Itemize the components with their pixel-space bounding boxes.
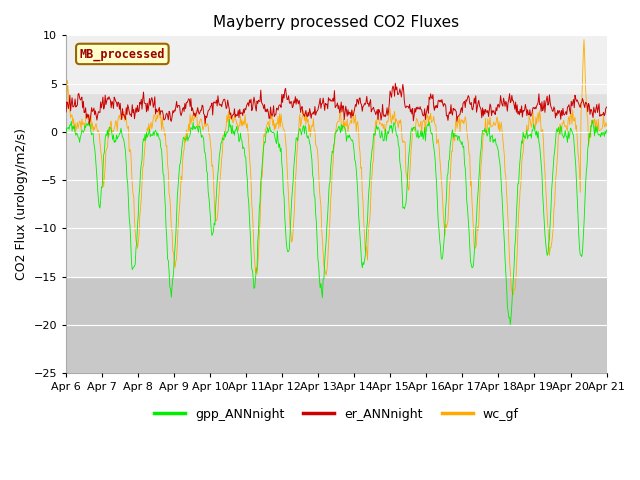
- gpp_ANNnight: [603, 127, 611, 133]
- er_ANNnight: [129, 102, 136, 108]
- er_ANNnight: [603, 104, 611, 110]
- Bar: [66, 36, 607, 93]
- gpp_ANNnight: [211, 222, 219, 228]
- Bar: [66, 276, 607, 373]
- er_ANNnight: [419, 113, 427, 119]
- gpp_ANNnight: [62, 131, 70, 136]
- er_ANNnight: [62, 109, 70, 115]
- gpp_ANNnight: [182, 136, 190, 142]
- er_ANNnight: [212, 100, 220, 106]
- Line: wc_gf: wc_gf: [66, 39, 607, 295]
- wc_gf: [211, 212, 219, 217]
- Text: MB_processed: MB_processed: [79, 47, 165, 60]
- gpp_ANNnight: [72, 132, 80, 138]
- gpp_ANNnight: [506, 322, 514, 327]
- Bar: [66, 93, 607, 276]
- er_ANNnight: [183, 100, 191, 106]
- gpp_ANNnight: [225, 117, 233, 122]
- wc_gf: [418, 131, 426, 137]
- Legend: gpp_ANNnight, er_ANNnight, wc_gf: gpp_ANNnight, er_ANNnight, wc_gf: [148, 403, 524, 426]
- wc_gf: [509, 292, 517, 298]
- er_ANNnight: [72, 104, 80, 110]
- Line: er_ANNnight: er_ANNnight: [66, 84, 607, 124]
- Y-axis label: CO2 Flux (urology/m2/s): CO2 Flux (urology/m2/s): [15, 128, 28, 280]
- er_ANNnight: [392, 81, 399, 86]
- wc_gf: [127, 166, 135, 172]
- wc_gf: [402, 169, 410, 175]
- gpp_ANNnight: [403, 193, 410, 199]
- gpp_ANNnight: [419, 129, 426, 134]
- wc_gf: [580, 36, 588, 42]
- wc_gf: [72, 128, 80, 133]
- Title: Mayberry processed CO2 Fluxes: Mayberry processed CO2 Fluxes: [213, 15, 460, 30]
- gpp_ANNnight: [127, 259, 135, 265]
- wc_gf: [603, 123, 611, 129]
- er_ANNnight: [403, 104, 411, 109]
- Line: gpp_ANNnight: gpp_ANNnight: [66, 120, 607, 324]
- er_ANNnight: [86, 121, 93, 127]
- wc_gf: [182, 127, 190, 132]
- wc_gf: [62, 111, 70, 117]
